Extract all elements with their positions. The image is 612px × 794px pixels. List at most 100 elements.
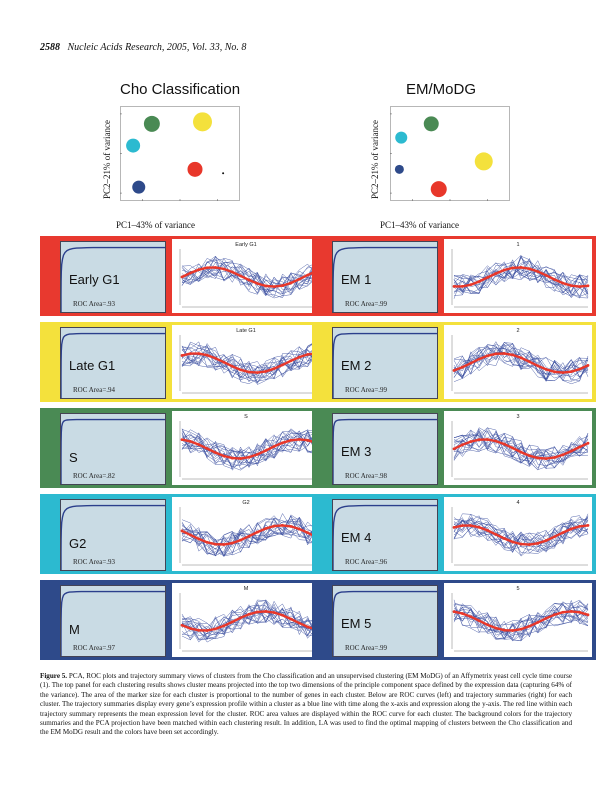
mean-point xyxy=(247,455,251,459)
mean-point xyxy=(222,543,226,546)
mean-point xyxy=(272,445,276,448)
cluster-marker xyxy=(126,138,141,153)
pca-xlabel: PC1–43% of variance xyxy=(380,220,459,230)
gene-trajectory xyxy=(453,429,589,469)
gene-trajectory xyxy=(181,600,317,639)
mean-point xyxy=(306,531,310,535)
gene-trajectory xyxy=(181,258,317,295)
caption-label: Figure 5. xyxy=(40,672,68,680)
mean-point xyxy=(578,445,582,449)
mean-point xyxy=(527,454,531,458)
mean-point xyxy=(188,533,192,537)
cluster-marker xyxy=(143,115,160,132)
roc-curve xyxy=(333,246,437,312)
mean-point xyxy=(519,450,523,454)
mean-point xyxy=(197,443,201,446)
mean-point xyxy=(536,456,540,460)
trajectory-title: S xyxy=(244,414,248,420)
mean-point xyxy=(289,617,293,621)
trajectory-summary: Early G1 xyxy=(172,239,320,313)
mean-point xyxy=(460,524,464,528)
mean-point xyxy=(561,281,565,285)
mean-point xyxy=(239,616,243,620)
mean-point xyxy=(264,449,268,452)
mean-point xyxy=(460,443,464,447)
mean-point xyxy=(569,527,573,531)
gene-trajectory xyxy=(181,516,317,556)
mean-point xyxy=(536,364,540,368)
mean-point xyxy=(486,276,489,279)
gene-trajectory xyxy=(453,257,589,299)
gene-trajectory xyxy=(181,261,317,293)
pca-frame xyxy=(390,106,510,201)
mean-point xyxy=(586,441,590,445)
gene-trajectory xyxy=(453,260,589,296)
em-panel: EM 5 ROC Area=.99 5 xyxy=(312,580,596,660)
trajectory-summary: 4 xyxy=(444,497,592,571)
roc-area-label: ROC Area=.94 xyxy=(73,386,116,394)
roc-svg xyxy=(61,418,165,484)
mean-point xyxy=(486,354,489,358)
mean-point xyxy=(527,543,531,546)
figure-caption: Figure 5. PCA, ROC plots and trajectory … xyxy=(40,672,572,738)
mean-point xyxy=(578,285,582,289)
roc-curve xyxy=(61,332,165,398)
gene-trajectory xyxy=(453,437,589,464)
cluster-name: Early G1 xyxy=(69,272,120,287)
mean-point xyxy=(536,541,540,545)
mean-point xyxy=(544,273,548,277)
mean-point xyxy=(281,284,284,287)
roc-area-label: ROC Area=.96 xyxy=(345,558,388,566)
roc-curve xyxy=(333,332,437,398)
mean-point xyxy=(188,440,192,443)
gene-trajectory xyxy=(453,347,589,382)
gene-trajectory xyxy=(453,261,589,294)
mean-point xyxy=(214,266,217,269)
mean-point xyxy=(494,626,498,630)
mean-point xyxy=(281,441,284,445)
mean-point xyxy=(511,446,515,450)
cluster-name: EM 3 xyxy=(341,444,372,459)
gene-trajectory xyxy=(181,432,317,470)
mean-point xyxy=(247,278,251,282)
roc-plot: Early G1 ROC Area=.93 xyxy=(60,241,166,313)
gene-trajectory xyxy=(181,341,317,385)
mean-point xyxy=(519,542,523,546)
gene-trajectory xyxy=(453,342,589,378)
mean-point xyxy=(205,266,209,270)
gene-trajectory xyxy=(181,514,317,557)
mean-point xyxy=(486,438,489,441)
mean-point xyxy=(239,457,243,460)
mean-point xyxy=(452,610,456,614)
trajectory-summary: Late G1 xyxy=(172,325,320,399)
roc-curve xyxy=(333,590,437,656)
mean-point xyxy=(214,356,217,360)
gene-trajectory xyxy=(453,519,589,547)
mean-point xyxy=(561,610,565,614)
mean-point xyxy=(230,620,234,624)
mean-point xyxy=(239,274,243,278)
mean-point xyxy=(264,527,268,530)
roc-curve xyxy=(61,418,165,484)
cluster-marker xyxy=(187,161,203,177)
gene-trajectory xyxy=(181,432,317,462)
trajectory-summary: M xyxy=(172,583,320,657)
mean-point xyxy=(255,530,259,534)
mean-point xyxy=(561,453,565,457)
pca-plot-em: EM/MoDG PC2–21% of variance PC1–43% of v… xyxy=(368,78,548,234)
roc-plot: EM 1 ROC Area=.99 xyxy=(332,241,438,313)
roc-area-label: ROC Area=.99 xyxy=(345,386,388,394)
trajectory-title: 1 xyxy=(516,242,519,248)
mean-point xyxy=(264,284,268,288)
gene-trajectory xyxy=(181,261,317,292)
trajectory-summary: 1 xyxy=(444,239,592,313)
gene-trajectory xyxy=(453,601,589,639)
roc-area-label: ROC Area=.93 xyxy=(73,300,116,308)
mean-point xyxy=(297,527,301,531)
mean-point xyxy=(452,369,456,372)
gene-trajectory xyxy=(181,523,317,552)
cluster-name: EM 5 xyxy=(341,616,372,631)
pca-plot-cho: Cho Classification PC2–21% of variance P… xyxy=(100,78,280,234)
trajectory-title: Early G1 xyxy=(235,242,256,248)
trajectory-bg xyxy=(172,239,320,313)
